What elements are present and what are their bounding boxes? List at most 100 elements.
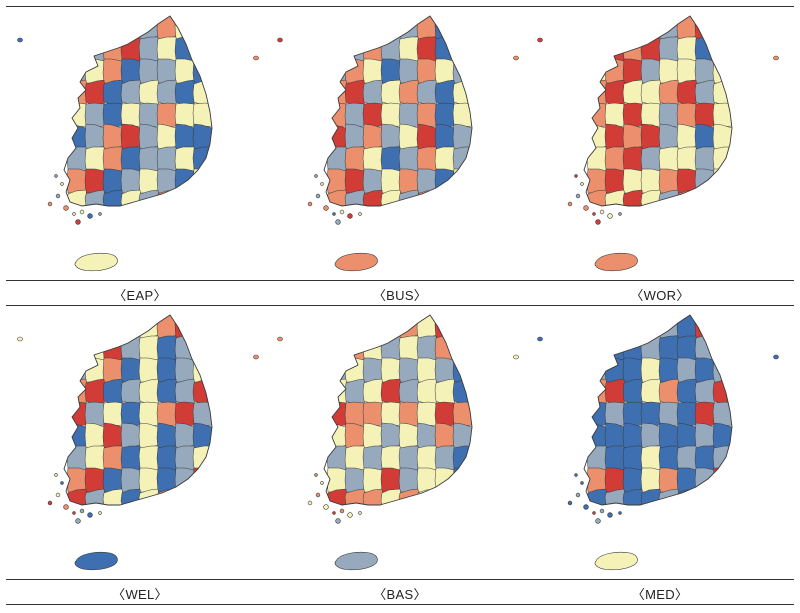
district-region <box>174 335 196 361</box>
district-region <box>694 422 716 450</box>
district-region <box>398 168 420 194</box>
map-caption-wor: 〈WOR〉 <box>630 288 690 303</box>
island <box>315 193 321 199</box>
district-region <box>326 79 348 107</box>
district-region <box>622 357 644 383</box>
island <box>323 205 329 211</box>
district-region <box>326 123 348 151</box>
district-region <box>156 378 178 406</box>
district-region <box>84 102 106 128</box>
district-region <box>676 422 698 450</box>
island <box>618 212 622 216</box>
district-region <box>658 58 680 84</box>
district-region <box>326 189 348 206</box>
island <box>87 512 93 518</box>
district-region <box>694 168 716 194</box>
district-region <box>192 36 212 62</box>
island <box>332 511 336 515</box>
district-region <box>84 146 106 172</box>
island <box>592 212 596 216</box>
district-region <box>586 335 608 361</box>
district-region <box>416 445 438 471</box>
district-region <box>622 146 644 172</box>
district-region <box>344 79 366 107</box>
district-region <box>84 315 106 340</box>
district-region <box>66 422 88 450</box>
district-region <box>380 422 402 450</box>
district-region <box>434 445 456 471</box>
district-region <box>380 488 402 505</box>
district-region <box>694 189 716 206</box>
district-region <box>694 146 716 172</box>
district-region <box>452 146 472 172</box>
district-region <box>102 401 124 427</box>
district-region <box>156 335 178 361</box>
district-region <box>66 335 88 361</box>
island <box>315 492 321 498</box>
district-region <box>102 467 124 493</box>
jeju-island <box>594 252 638 272</box>
district-region <box>586 189 608 206</box>
district-region <box>362 79 384 107</box>
district-region <box>326 445 348 471</box>
district-region <box>120 422 142 450</box>
district-region <box>138 146 160 172</box>
district-region <box>586 488 608 505</box>
district-region <box>192 16 212 41</box>
district-region <box>712 422 732 450</box>
district-region <box>398 102 420 128</box>
district-region <box>138 335 160 361</box>
district-region <box>712 357 732 383</box>
district-region <box>174 146 196 172</box>
peninsula-outline <box>323 15 473 207</box>
district-region <box>326 146 348 172</box>
district-region <box>434 335 456 361</box>
district-region <box>120 401 142 427</box>
district-region <box>156 123 178 151</box>
district-region <box>640 146 662 172</box>
district-region <box>362 102 384 128</box>
district-region <box>362 488 384 505</box>
district-region <box>640 189 662 206</box>
district-region <box>640 79 662 107</box>
district-region <box>712 315 732 340</box>
district-region <box>586 123 608 151</box>
district-region <box>326 58 348 84</box>
district-region <box>174 315 196 340</box>
district-region <box>676 378 698 406</box>
district-region <box>416 146 438 172</box>
district-region <box>712 445 732 471</box>
district-region <box>676 335 698 361</box>
district-region <box>174 79 196 107</box>
district-region <box>138 378 160 406</box>
ulleungdo-island <box>253 354 259 360</box>
district-region <box>676 401 698 427</box>
district-region <box>380 335 402 361</box>
district-region <box>66 401 88 427</box>
island <box>358 212 362 216</box>
district-region <box>658 422 680 450</box>
district-region <box>658 401 680 427</box>
island <box>335 518 341 524</box>
district-region <box>138 422 160 450</box>
district-region <box>658 36 680 62</box>
district-region <box>640 315 662 340</box>
district-region <box>622 401 644 427</box>
district-region <box>658 102 680 128</box>
district-region <box>622 467 644 493</box>
district-region <box>102 189 124 206</box>
district-region <box>622 168 644 194</box>
district-region <box>66 123 88 151</box>
district-region <box>174 36 196 62</box>
district-region <box>120 79 142 107</box>
district-region <box>66 58 88 84</box>
district-region <box>622 488 644 505</box>
district-region <box>362 357 384 383</box>
island <box>63 205 69 211</box>
district-region <box>362 467 384 493</box>
district-region <box>380 401 402 427</box>
district-region <box>120 335 142 361</box>
district-region <box>84 401 106 427</box>
island <box>583 504 589 510</box>
district-region <box>344 168 366 194</box>
